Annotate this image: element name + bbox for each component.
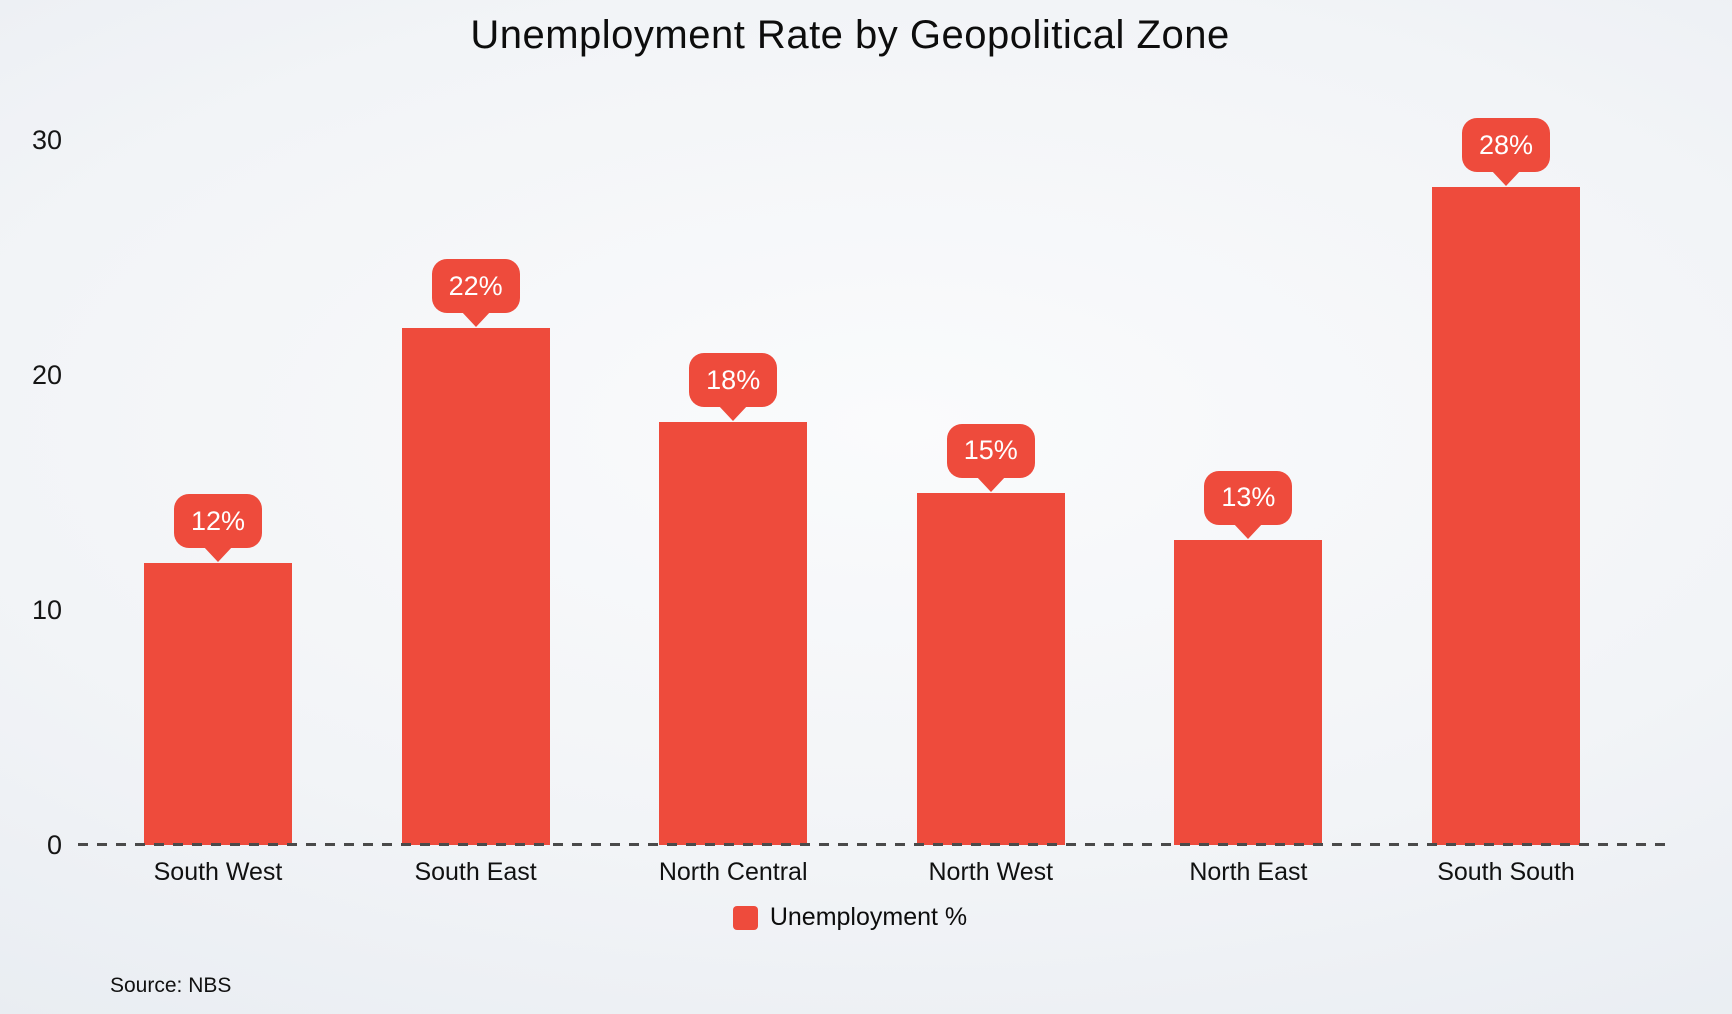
bar-south-east[interactable] <box>401 328 550 845</box>
bar-north-east[interactable] <box>1174 539 1323 845</box>
bar-north-west[interactable] <box>916 492 1065 845</box>
x-axis-label: South South <box>1437 858 1575 886</box>
y-axis-tick-label: 30 <box>31 125 62 155</box>
x-axis-label: North East <box>1189 858 1308 886</box>
legend[interactable]: Unemployment % <box>0 903 1700 932</box>
data-label-bubble: 15% <box>946 423 1035 492</box>
x-axis-baseline <box>78 843 1665 846</box>
bubble-tail <box>1491 170 1521 186</box>
legend-label: Unemployment % <box>769 903 968 931</box>
x-axis-label: South West <box>153 858 283 886</box>
chart-title: Unemployment Rate by Geopolitical Zone <box>470 13 1230 57</box>
data-label-value: 22% <box>448 270 503 301</box>
bubble-tail <box>1233 522 1264 539</box>
data-label-value: 28% <box>1478 129 1534 160</box>
bubble-tail <box>975 475 1006 492</box>
data-label-value: 18% <box>706 364 761 395</box>
data-label-value: 13% <box>1221 482 1276 512</box>
bubble-tail <box>718 405 749 421</box>
x-axis-label: North Central <box>658 858 808 886</box>
bar-north-central[interactable] <box>659 422 808 845</box>
bubble-tail <box>203 546 233 562</box>
data-label-bubble: 22% <box>431 259 520 327</box>
data-label-bubble: 28% <box>1462 118 1550 186</box>
data-label-bubble: 13% <box>1204 470 1293 539</box>
x-axis-label: South East <box>414 858 537 886</box>
data-label-bubble: 12% <box>174 494 262 562</box>
data-label-bubble: 18% <box>689 353 778 421</box>
bar-south-south[interactable] <box>1432 187 1580 845</box>
y-axis-tick-label: 10 <box>31 595 62 625</box>
bar-south-west[interactable] <box>144 563 292 845</box>
y-axis-tick-label: 0 <box>46 830 62 860</box>
source-note: Source: NBS <box>110 974 232 997</box>
x-axis-label: North West <box>928 858 1054 886</box>
data-label-value: 15% <box>963 435 1018 465</box>
data-label-value: 12% <box>190 505 246 536</box>
legend-swatch-icon <box>732 905 758 930</box>
bubble-tail <box>460 311 491 327</box>
y-axis-tick-label: 20 <box>31 360 62 390</box>
